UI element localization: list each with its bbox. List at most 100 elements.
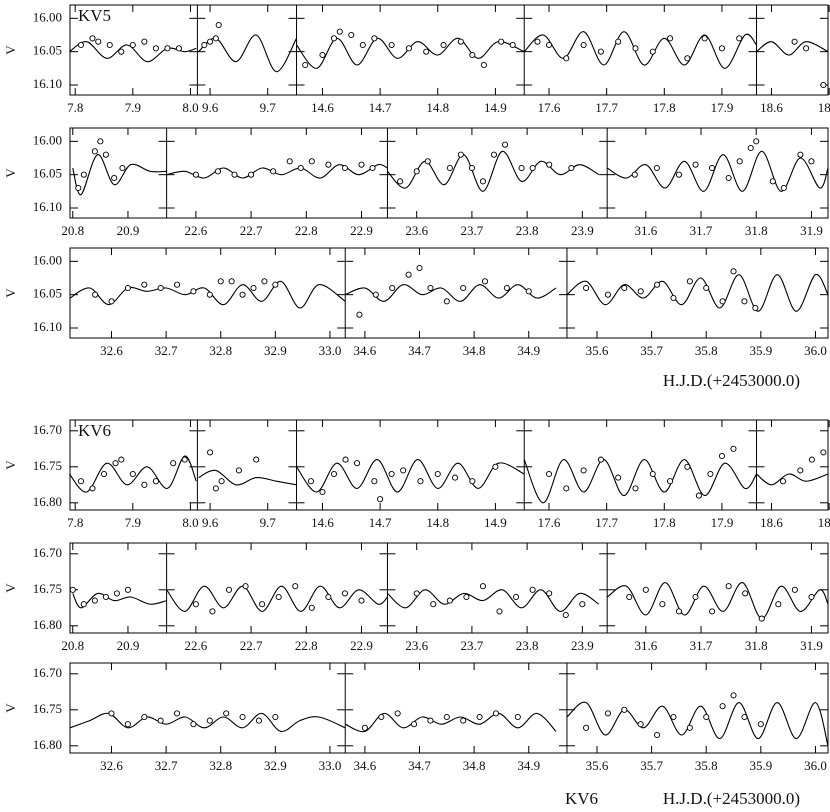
observation: [797, 151, 804, 158]
observation: [562, 611, 569, 619]
observation: [686, 278, 693, 285]
x-axis-label: H.J.D.(+2453000.0): [663, 371, 800, 390]
observation: [308, 604, 315, 611]
observation: [190, 288, 197, 295]
observation: [457, 151, 464, 158]
x-tick-label: 35.7: [640, 758, 663, 773]
observation: [405, 271, 412, 278]
x-tick-label: 34.8: [463, 758, 486, 773]
observation: [112, 460, 119, 467]
y-tick-label: 16.70: [33, 665, 62, 680]
x-tick-label: 17.6: [538, 515, 561, 530]
observation: [388, 41, 395, 49]
x-tick-label: 34.6: [354, 343, 377, 358]
model-curve: [198, 34, 298, 73]
observation: [170, 460, 177, 467]
observation: [141, 713, 148, 721]
x-tick-label: 33.0: [319, 343, 342, 358]
observation: [77, 478, 85, 485]
annotation: KV5: [78, 6, 111, 25]
observation: [460, 717, 467, 724]
observation: [615, 474, 622, 481]
observation: [545, 41, 553, 49]
x-tick-label: 23.8: [516, 223, 539, 238]
y-tick-label: 16.00: [33, 132, 62, 147]
y-tick-label: 16.70: [33, 545, 62, 560]
observation: [709, 164, 716, 172]
observation: [496, 608, 503, 615]
observation: [319, 51, 326, 59]
observation: [670, 294, 677, 302]
observation: [358, 597, 365, 604]
x-tick-label: 7.9: [125, 100, 141, 115]
observation: [463, 593, 470, 601]
observation: [272, 713, 279, 721]
observation: [427, 717, 434, 724]
y-axis-label: V: [3, 45, 18, 55]
x-tick-label: 17.8: [653, 100, 676, 115]
observation: [654, 281, 661, 288]
y-tick-label: 16.05: [33, 286, 62, 301]
observation: [242, 583, 249, 590]
observation: [77, 41, 85, 49]
x-tick-label: 31.8: [745, 638, 768, 653]
observation: [427, 284, 434, 292]
observation: [780, 184, 787, 192]
observation: [758, 615, 765, 622]
observation: [468, 164, 475, 172]
y-tick-label: 16.05: [33, 43, 62, 58]
observation: [371, 478, 378, 485]
x-axis-note: KV6: [565, 789, 598, 808]
model-curve: [166, 163, 388, 179]
x-tick-label: 31.7: [690, 223, 713, 238]
observation: [394, 710, 401, 717]
observation: [80, 601, 87, 608]
observation: [476, 713, 483, 721]
observation: [261, 278, 268, 285]
x-tick-label: 20.8: [61, 223, 84, 238]
y-axis-label: V: [3, 460, 18, 470]
x-tick-label: 35.8: [695, 343, 718, 358]
observation: [741, 713, 748, 721]
y-tick-label: 16.10: [33, 319, 62, 334]
x-tick-label: 18.6: [760, 515, 783, 530]
x-tick-label: 14.8: [426, 515, 449, 530]
observation: [563, 55, 570, 62]
observation: [102, 593, 109, 601]
observation: [209, 608, 216, 615]
observation: [631, 171, 638, 178]
observation: [684, 463, 691, 470]
observation: [119, 164, 126, 172]
observation: [460, 284, 467, 292]
observation: [490, 151, 498, 158]
observation: [124, 284, 131, 292]
x-tick-label: 14.9: [484, 100, 507, 115]
observation: [141, 38, 148, 45]
observation: [388, 470, 395, 478]
observation: [513, 593, 520, 601]
x-tick-label: 32.9: [264, 343, 287, 358]
observation: [348, 31, 355, 39]
x-tick-label: 17.6: [538, 100, 561, 115]
model-curve: [345, 712, 557, 733]
observation: [446, 164, 453, 172]
x-tick-label: 18.6: [760, 100, 783, 115]
observation: [446, 597, 453, 604]
model-curve: [387, 150, 600, 192]
y-tick-label: 16.75: [33, 701, 62, 716]
x-tick-label: 31.7: [690, 638, 713, 653]
observation: [725, 583, 732, 590]
observation: [372, 291, 379, 298]
panel-frame: [69, 247, 829, 339]
observation: [545, 470, 553, 478]
observation: [75, 184, 82, 192]
x-tick-label: 35.9: [749, 758, 772, 773]
observation: [736, 35, 743, 42]
observation: [479, 583, 487, 590]
x-tick-label: 31.6: [634, 638, 657, 653]
observation: [492, 710, 500, 717]
x-tick-label: 22.6: [184, 223, 207, 238]
y-tick-label: 16.80: [33, 494, 62, 509]
x-tick-label: 34.6: [354, 758, 377, 773]
observation: [580, 41, 587, 49]
